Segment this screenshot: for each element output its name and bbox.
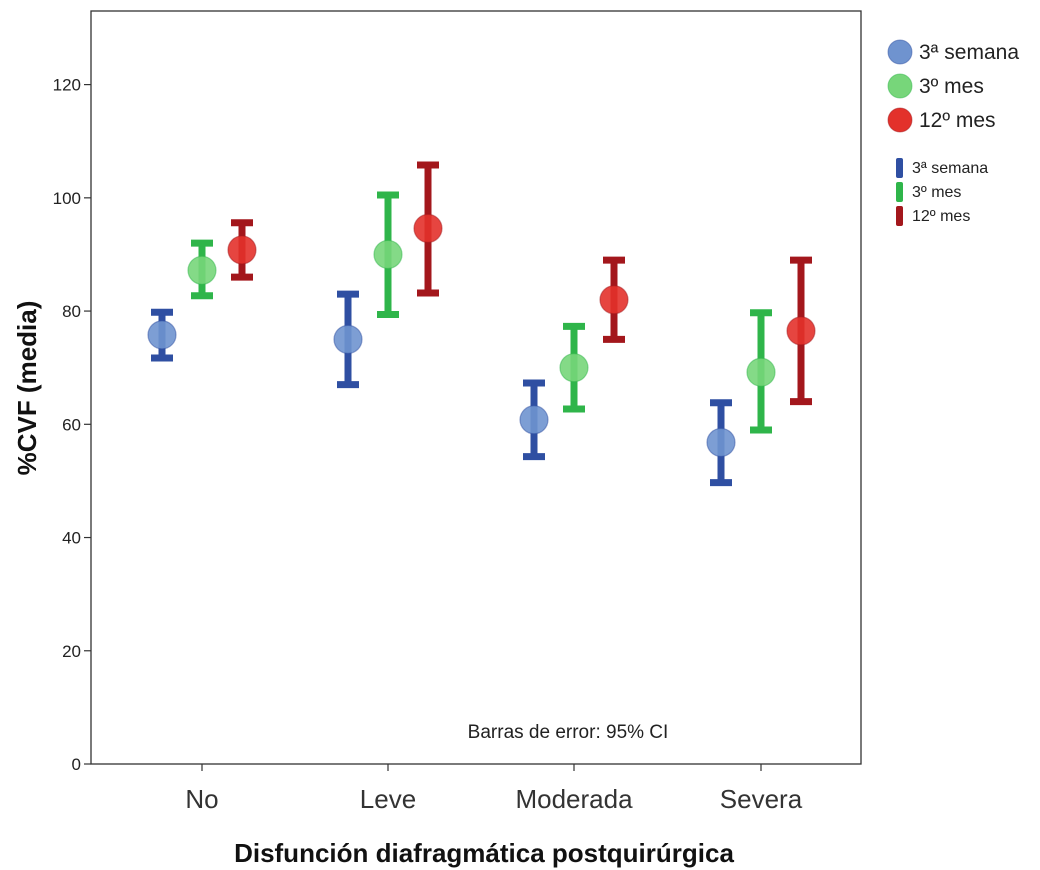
error-bar bbox=[227, 219, 257, 281]
mean-point bbox=[187, 255, 217, 285]
y-tick-label: 40 bbox=[62, 529, 81, 548]
x-tick-label: Severa bbox=[720, 784, 803, 814]
y-tick-label: 20 bbox=[62, 642, 81, 661]
error-bar bbox=[187, 239, 217, 300]
error-bar bbox=[373, 191, 403, 318]
legend-errorbar-marker bbox=[896, 206, 903, 226]
legend-errorbar-marker bbox=[896, 182, 903, 202]
legend-point-marker bbox=[887, 39, 913, 65]
legend-point-marker bbox=[887, 107, 913, 133]
legend-point-label: 3ª semana bbox=[919, 41, 1019, 64]
mean-point bbox=[706, 427, 736, 458]
error-bar bbox=[333, 290, 363, 389]
legend-errorbar-label: 3ª semana bbox=[912, 160, 988, 177]
legend-errorbar-marker bbox=[896, 158, 903, 178]
error-bar bbox=[786, 256, 816, 406]
y-tick-label: 80 bbox=[62, 302, 81, 321]
data-marks bbox=[147, 161, 816, 487]
y-tick-label: 120 bbox=[53, 76, 81, 95]
mean-point bbox=[519, 405, 549, 435]
error-bar bbox=[599, 256, 629, 343]
legend: 3ª semana 3º mes 12º mes 3ª semana 3º mes 12º… bbox=[887, 39, 1019, 226]
y-tick-label: 100 bbox=[53, 189, 81, 208]
legend-errorbar-label: 3º mes bbox=[912, 184, 961, 201]
x-tick-label: Moderada bbox=[515, 784, 633, 814]
x-tick-label: Leve bbox=[360, 784, 416, 814]
mean-point bbox=[333, 324, 363, 354]
x-axis: No Leve Moderada Severa bbox=[185, 764, 803, 814]
plot-area bbox=[90, 10, 862, 765]
mean-point bbox=[559, 353, 589, 383]
mean-point bbox=[746, 357, 776, 387]
legend-point-marker bbox=[887, 73, 913, 99]
error-bar-note: Barras de error: 95% CI bbox=[468, 722, 669, 743]
y-tick-label: 60 bbox=[62, 415, 81, 434]
error-bar bbox=[559, 322, 589, 413]
y-tick-label: 0 bbox=[72, 755, 81, 774]
error-bar bbox=[147, 308, 177, 362]
legend-point-label: 3º mes bbox=[919, 75, 984, 98]
mean-point bbox=[147, 320, 177, 350]
mean-point bbox=[413, 213, 443, 244]
y-axis: 0 20 40 60 80 100 120 bbox=[53, 76, 91, 774]
y-axis-title: %CVF (media) bbox=[12, 301, 42, 476]
x-tick-label: No bbox=[185, 784, 218, 814]
error-bar bbox=[413, 161, 443, 297]
mean-point bbox=[786, 316, 816, 346]
mean-point bbox=[227, 235, 257, 265]
error-bar bbox=[519, 379, 549, 461]
legend-errorbar-label: 12º mes bbox=[912, 208, 970, 225]
mean-point bbox=[599, 285, 629, 315]
x-axis-title: Disfunción diafragmática postquirúrgica bbox=[234, 838, 734, 868]
error-bar bbox=[746, 309, 776, 434]
mean-point bbox=[373, 239, 403, 270]
error-bar bbox=[706, 399, 736, 487]
legend-point-label: 12º mes bbox=[919, 109, 996, 132]
